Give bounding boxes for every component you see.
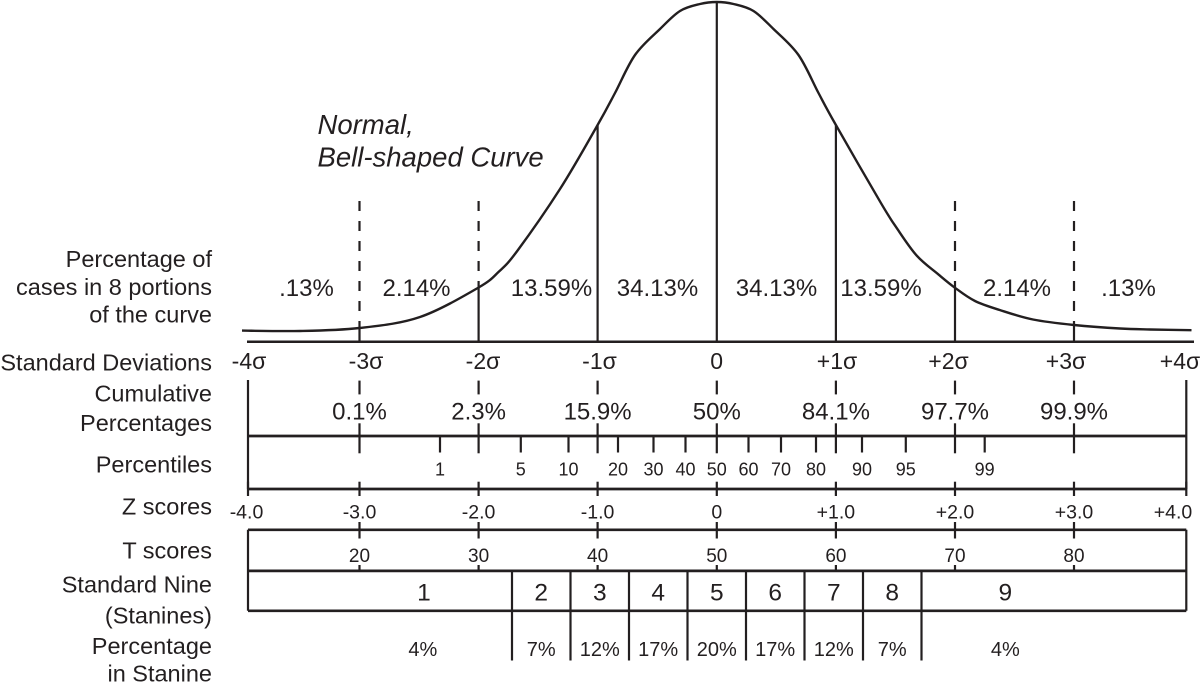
svg-text:70: 70 — [771, 459, 791, 479]
svg-text:9: 9 — [998, 580, 1012, 607]
svg-text:Bell-shaped Curve: Bell-shaped Curve — [318, 142, 544, 173]
svg-text:8: 8 — [885, 580, 899, 607]
svg-text:7%: 7% — [527, 639, 556, 661]
svg-text:(Stanines): (Stanines) — [105, 602, 212, 628]
svg-text:99.9%: 99.9% — [1040, 398, 1108, 425]
svg-text:+1σ: +1σ — [817, 348, 857, 374]
svg-text:50%: 50% — [693, 398, 741, 425]
svg-text:13.59%: 13.59% — [511, 275, 592, 302]
svg-text:7: 7 — [827, 580, 841, 607]
svg-text:12%: 12% — [814, 639, 854, 661]
svg-text:20%: 20% — [697, 639, 737, 661]
svg-text:5: 5 — [516, 459, 526, 479]
svg-text:Normal,: Normal, — [318, 109, 414, 140]
svg-text:-4.0: -4.0 — [230, 502, 264, 524]
svg-text:+2.0: +2.0 — [936, 502, 975, 524]
svg-text:Standard Nine: Standard Nine — [62, 572, 212, 598]
svg-text:40: 40 — [675, 459, 695, 479]
svg-text:.13%: .13% — [279, 275, 334, 302]
svg-text:1: 1 — [435, 459, 445, 479]
svg-text:2.14%: 2.14% — [382, 275, 450, 302]
svg-text:3: 3 — [593, 580, 607, 607]
svg-text:-2.0: -2.0 — [462, 502, 496, 524]
svg-text:13.59%: 13.59% — [840, 275, 921, 302]
svg-text:1: 1 — [417, 580, 431, 607]
svg-text:2: 2 — [534, 580, 548, 607]
svg-text:34.13%: 34.13% — [617, 275, 698, 302]
svg-text:-2σ: -2σ — [466, 348, 501, 374]
svg-text:Standard Deviations: Standard Deviations — [0, 350, 212, 376]
svg-text:-3σ: -3σ — [349, 348, 384, 374]
svg-text:70: 70 — [944, 546, 965, 567]
svg-text:+2σ: +2σ — [928, 348, 968, 374]
svg-text:10: 10 — [558, 459, 578, 479]
svg-text:34.13%: 34.13% — [736, 275, 817, 302]
svg-text:-3.0: -3.0 — [343, 502, 377, 524]
svg-text:-1.0: -1.0 — [581, 502, 615, 524]
svg-text:60: 60 — [825, 546, 846, 567]
svg-text:+4.0: +4.0 — [1154, 502, 1193, 524]
svg-text:4: 4 — [651, 580, 665, 607]
svg-text:95: 95 — [896, 459, 916, 479]
svg-text:5: 5 — [710, 580, 724, 607]
svg-text:+3σ: +3σ — [1046, 348, 1086, 374]
svg-text:Percentages: Percentages — [80, 410, 212, 436]
svg-text:6: 6 — [768, 580, 782, 607]
svg-text:T scores: T scores — [122, 537, 212, 563]
svg-text:2.3%: 2.3% — [451, 398, 506, 425]
svg-text:Percentiles: Percentiles — [96, 451, 212, 477]
svg-text:50: 50 — [706, 546, 727, 567]
svg-text:80: 80 — [806, 459, 826, 479]
svg-text:7%: 7% — [878, 639, 907, 661]
svg-text:0.1%: 0.1% — [332, 398, 387, 425]
svg-text:cases in 8 portions: cases in 8 portions — [16, 274, 212, 300]
svg-text:17%: 17% — [755, 639, 795, 661]
svg-text:Percentage: Percentage — [92, 633, 212, 659]
svg-text:-1σ: -1σ — [582, 348, 617, 374]
svg-text:Z scores: Z scores — [122, 494, 212, 520]
svg-text:60: 60 — [738, 459, 758, 479]
svg-text:15.9%: 15.9% — [564, 398, 632, 425]
svg-text:30: 30 — [643, 459, 663, 479]
svg-text:0: 0 — [710, 348, 723, 374]
svg-text:50: 50 — [707, 459, 727, 479]
svg-text:+3.0: +3.0 — [1055, 502, 1094, 524]
svg-text:+4σ: +4σ — [1160, 348, 1200, 374]
svg-text:0: 0 — [711, 502, 722, 524]
svg-text:2.14%: 2.14% — [983, 275, 1051, 302]
svg-text:97.7%: 97.7% — [921, 398, 989, 425]
svg-text:80: 80 — [1063, 546, 1084, 567]
svg-text:17%: 17% — [638, 639, 678, 661]
svg-text:of the curve: of the curve — [89, 301, 212, 327]
svg-text:4%: 4% — [991, 639, 1020, 661]
svg-text:+1.0: +1.0 — [817, 502, 856, 524]
svg-text:90: 90 — [852, 459, 872, 479]
svg-text:4%: 4% — [408, 639, 437, 661]
svg-text:20: 20 — [349, 546, 370, 567]
svg-text:Cumulative: Cumulative — [94, 381, 212, 407]
svg-text:99: 99 — [975, 459, 995, 479]
svg-text:84.1%: 84.1% — [802, 398, 870, 425]
svg-text:Percentage of: Percentage of — [66, 246, 213, 272]
svg-text:in Stanine: in Stanine — [107, 661, 212, 687]
svg-text:.13%: .13% — [1101, 275, 1156, 302]
svg-text:30: 30 — [468, 546, 489, 567]
svg-text:40: 40 — [587, 546, 608, 567]
svg-text:-4σ: -4σ — [232, 348, 267, 374]
svg-text:20: 20 — [608, 459, 628, 479]
svg-text:12%: 12% — [580, 639, 620, 661]
